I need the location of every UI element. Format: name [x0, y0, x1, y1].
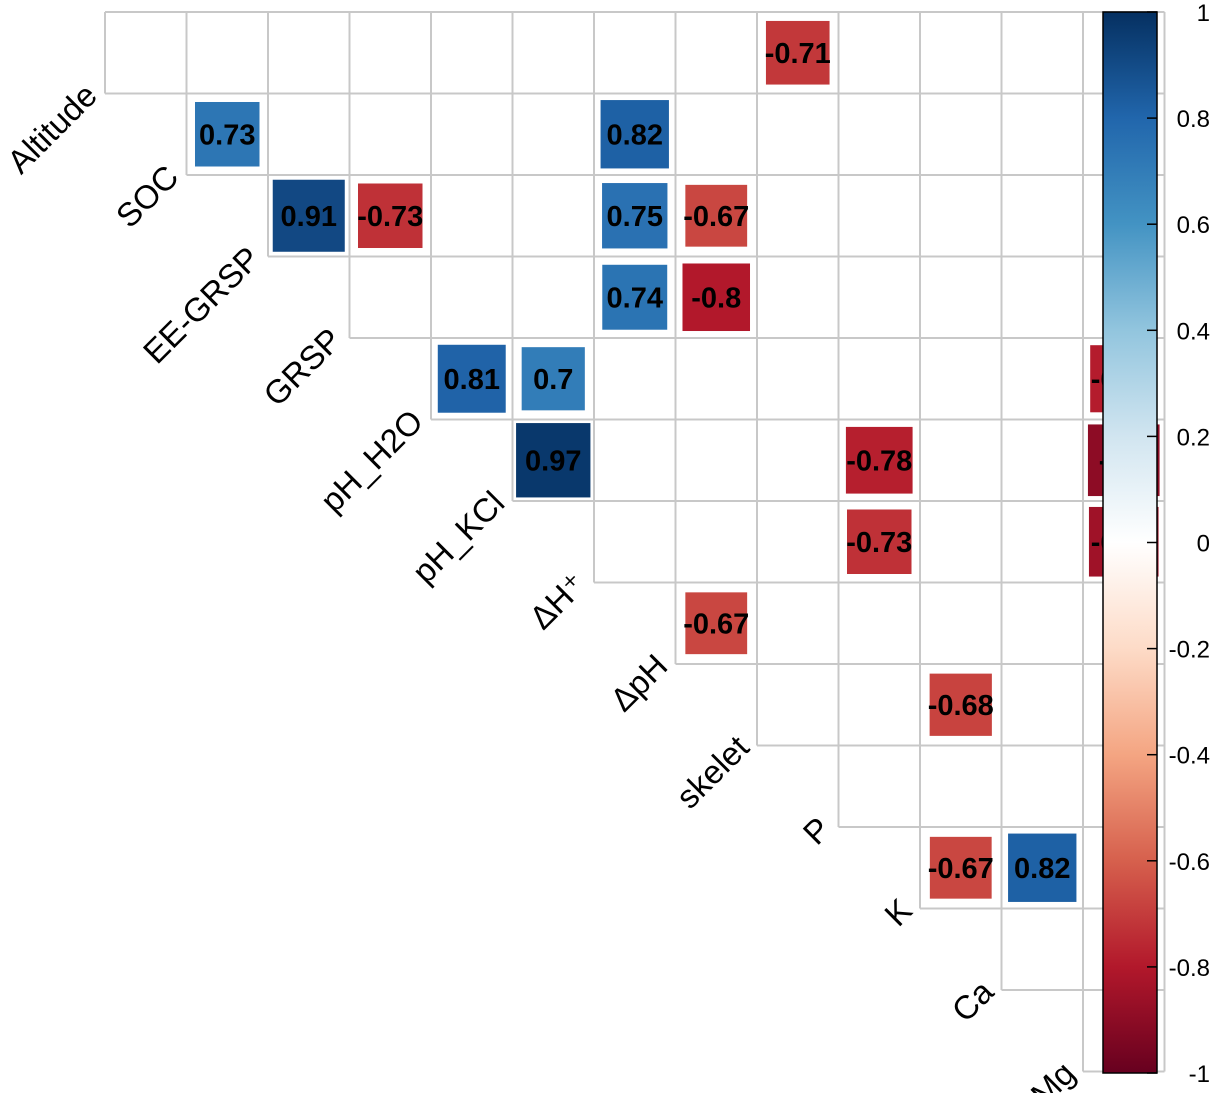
variable-label-4: pH_H2O	[313, 402, 430, 519]
corr-cell-20	[1008, 833, 1077, 902]
cell-values: -0.71 0.73 0.82 0.91 -0.73 0.75 -0.67 0.74 -0.8 0…	[199, 38, 1157, 885]
colorbar-tick-label-3: 0.4	[1177, 318, 1210, 345]
variable-label-7: ΔpH	[603, 647, 675, 719]
colorbar-tick-label-4: 0.2	[1177, 424, 1210, 451]
corr-value-7: 0.74	[607, 282, 663, 314]
corr-cell-5	[602, 183, 668, 249]
corr-cell-17	[685, 592, 748, 655]
variable-label-1: SOC	[109, 158, 186, 235]
corr-value-18: -0.68	[928, 690, 994, 722]
colorbar: 1 0.8 0.6 0.4 0.2 0 -0.2 -0.4 -0.6 -0.8 -1	[1102, 0, 1210, 1088]
colorbar-tick-label-9: -0.8	[1169, 955, 1210, 982]
corr-cell-8	[682, 263, 751, 332]
variable-label-3: GRSP	[256, 321, 348, 413]
variable-label-11: Ca	[944, 972, 1000, 1028]
corr-cell-7	[602, 264, 668, 330]
corr-cell-2	[600, 100, 669, 169]
colorbar-tick-label-7: -0.4	[1169, 743, 1210, 770]
variable-label-8: skelet	[669, 728, 756, 815]
corr-value-3: 0.91	[281, 201, 337, 233]
corr-cell-1	[194, 101, 260, 167]
corr-value-8: -0.8	[691, 282, 741, 314]
corr-cell-19	[929, 836, 992, 899]
corr-value-0: -0.71	[765, 38, 831, 70]
corr-cell-18	[929, 673, 992, 736]
corr-value-10: 0.7	[533, 364, 573, 396]
corr-cell-10	[521, 347, 585, 411]
colorbar-tick-label-10: -1	[1189, 1061, 1210, 1088]
corr-value-12: 0.97	[525, 445, 581, 477]
corr-value-17: -0.67	[683, 608, 749, 640]
corr-value-6: -0.67	[683, 201, 749, 233]
corr-cell-9	[437, 344, 506, 413]
matrix-grid	[104, 11, 1166, 1073]
variable-label-0: Altitude	[0, 76, 104, 180]
corr-value-1: 0.73	[199, 119, 255, 151]
corr-cell-12	[516, 423, 591, 498]
corr-value-20: 0.82	[1014, 853, 1070, 885]
corr-value-4: -0.73	[357, 201, 423, 233]
corr-cell-13	[845, 426, 913, 494]
colorbar-tick-label-8: -0.6	[1169, 849, 1210, 876]
corr-value-9: 0.81	[444, 364, 500, 396]
variable-label-5: pH_KCl	[405, 484, 512, 591]
colorbar-tick-label-5: 0	[1197, 531, 1210, 558]
colorbar-tick-label-0: 1	[1197, 0, 1210, 27]
colorbar-tick-label-6: -0.2	[1169, 637, 1210, 664]
corr-cell-6	[685, 184, 748, 247]
corr-cell-3	[272, 179, 345, 252]
corr-cell-15	[846, 509, 912, 575]
matrix-cells	[194, 20, 1160, 902]
corr-cell-0	[765, 20, 830, 85]
variable-label-12: Mg	[1023, 1054, 1082, 1093]
variable-label-2: EE-GRSP	[136, 239, 267, 370]
variable-label-9: P	[796, 810, 838, 852]
corr-value-15: -0.73	[846, 527, 912, 559]
corr-value-19: -0.67	[928, 853, 994, 885]
corr-cell-4	[357, 183, 423, 249]
corr-value-5: 0.75	[607, 201, 663, 233]
corr-value-2: 0.82	[607, 119, 663, 151]
colorbar-gradient	[1102, 11, 1158, 1074]
corr-value-13: -0.78	[846, 445, 912, 477]
colorbar-tick-label-1: 0.8	[1177, 106, 1210, 133]
colorbar-tick-label-2: 0.6	[1177, 212, 1210, 239]
variable-label-10: K	[877, 891, 919, 933]
variable-label-6: ΔH⁺	[522, 565, 593, 636]
